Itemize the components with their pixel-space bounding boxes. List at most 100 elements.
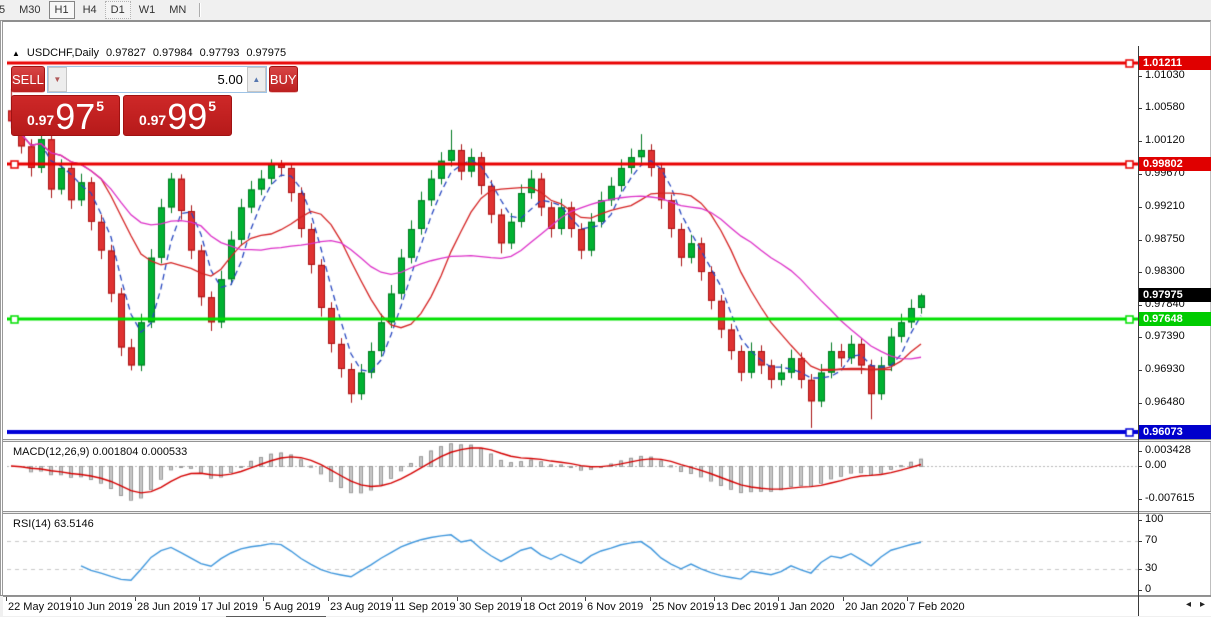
timeframe-button-h1[interactable]: H1 (48, 1, 75, 19)
main-macd-separator[interactable] (3, 439, 1211, 442)
volume-increase-button[interactable]: ▲ (246, 67, 266, 92)
timeframe-button-w1[interactable]: W1 (138, 4, 156, 16)
price-tag-1.01211: 1.01211 (1139, 56, 1211, 70)
price-tag-0.97975: 0.97975 (1139, 288, 1211, 302)
date-axis-label: 7 Feb 2020 (909, 601, 965, 613)
price-axis-tick-label: 0.99210 (1145, 200, 1185, 212)
date-axis-label: 30 Sep 2019 (459, 601, 522, 613)
date-axis-label: 5 Aug 2019 (265, 601, 321, 613)
price-axis-tick-label: 0.98750 (1145, 233, 1185, 245)
tab-scroll-left-icon[interactable]: ◂ (1185, 599, 1191, 610)
rsi-tick (1138, 590, 1142, 591)
date-axis-label: 17 Jul 2019 (201, 601, 258, 613)
sell-price-big: 97 (55, 96, 96, 137)
collapse-triangle-icon[interactable]: ▲ (12, 48, 20, 58)
one-click-trade-panel: SELL ▼ ▲ BUY 0.97 97 5 0.97 99 5 (11, 66, 298, 136)
price-axis-line (1138, 46, 1139, 616)
macd-tick (1138, 451, 1142, 452)
volume-input[interactable] (66, 67, 247, 92)
date-axis-label: 1 Jan 2020 (780, 601, 835, 613)
macd-label: MACD(12,26,9) 0.001804 0.000533 (13, 446, 188, 458)
price-tick (1138, 76, 1142, 77)
rsi-axis-tick-label: 70 (1145, 534, 1158, 546)
price-tick (1138, 240, 1142, 241)
sell-price-box[interactable]: 0.97 97 5 (11, 95, 120, 136)
date-axis-tick (263, 597, 264, 601)
rsi-tick (1138, 520, 1142, 521)
ohlc-low: 0.97793 (199, 47, 240, 59)
price-tick (1138, 174, 1142, 175)
ohlc-open: 0.97827 (106, 47, 146, 59)
date-axis-label: 25 Nov 2019 (652, 601, 715, 613)
date-axis-tick (392, 597, 393, 601)
rsi-axis-tick-label: 30 (1145, 562, 1158, 574)
price-axis-tick-label: 0.98300 (1145, 265, 1185, 277)
date-axis-label: 11 Sep 2019 (394, 601, 456, 613)
date-axis-tick (714, 597, 715, 601)
macd-tick (1138, 499, 1142, 500)
date-axis-tick (650, 597, 651, 601)
date-axis-label: 20 Jan 2020 (845, 601, 906, 613)
sell-price-sup: 5 (96, 98, 105, 114)
timeframe-button-h4[interactable]: H4 (82, 4, 97, 16)
date-axis-tick (135, 597, 136, 601)
date-axis-tick (843, 597, 844, 601)
buy-price-box[interactable]: 0.97 99 5 (123, 95, 232, 136)
chart-symbol-label: USDCHF,Daily (26, 47, 100, 59)
macd-axis-tick-label: 0.00 (1145, 459, 1167, 471)
buy-price-prefix: 0.97 (138, 112, 167, 128)
date-axis: 22 May 2019 10 Jun 2019 28 Jun 2019 17 Jul … (3, 596, 1211, 616)
rsi-axis-tick-label: 100 (1145, 513, 1164, 525)
ohlc-high: 0.97984 (152, 47, 193, 59)
sell-price-prefix: 0.97 (26, 112, 55, 128)
tab-scroll-buttons: ◂ ▸ (1186, 599, 1205, 610)
price-axis-tick-label: 1.01030 (1145, 69, 1185, 81)
price-axis-tick-label: 1.00120 (1145, 134, 1185, 146)
macd-indicator-canvas[interactable] (7, 442, 1138, 512)
buy-button[interactable]: BUY (268, 66, 298, 93)
chart-window: ▲ USDCHF,Daily 0.97827 0.97984 0.97793 0… (0, 20, 1211, 616)
date-axis-label: 23 Aug 2019 (330, 601, 392, 613)
rsi-indicator-canvas[interactable] (7, 514, 1138, 594)
price-axis-tick-label: 0.97390 (1145, 330, 1185, 342)
macd-tick (1138, 466, 1142, 467)
volume-spinner: ▼ ▲ (46, 66, 267, 93)
timeframe-button-5[interactable]: 5 (0, 4, 6, 16)
timeframe-button-m30[interactable]: M30 (19, 4, 41, 16)
date-axis-label: 22 May 2019 (8, 601, 72, 613)
macd-rsi-separator[interactable] (3, 511, 1211, 514)
price-tag-0.97648: 0.97648 (1139, 312, 1211, 326)
date-axis-tick (521, 597, 522, 601)
buy-price-big: 99 (167, 96, 208, 137)
date-axis-label: 18 Oct 2019 (523, 601, 583, 613)
price-tick (1138, 337, 1142, 338)
price-axis-tick-label: 0.96930 (1145, 363, 1185, 375)
rsi-tick (1138, 569, 1142, 570)
date-axis-tick (907, 597, 908, 601)
date-axis-tick (70, 597, 71, 601)
price-tag-0.96073: 0.96073 (1139, 425, 1211, 439)
date-axis-label: 6 Nov 2019 (587, 601, 644, 613)
rsi-tick (1138, 541, 1142, 542)
tab-scroll-right-icon[interactable]: ▸ (1199, 599, 1205, 610)
rsi-label: RSI(14) 63.5146 (13, 518, 94, 530)
rsi-axis-tick-label: 0 (1145, 583, 1152, 595)
timeframe-button-d1[interactable]: D1 (104, 1, 131, 19)
date-axis-label: 28 Jun 2019 (137, 601, 198, 613)
price-tick (1138, 207, 1142, 208)
date-axis-label: 13 Dec 2019 (716, 601, 779, 613)
buy-price-sup: 5 (208, 98, 217, 114)
price-tick (1138, 403, 1142, 404)
timeframe-toolbar: 5 M30 H1 H4 D1 W1 MN (0, 0, 1211, 20)
timeframe-button-mn[interactable]: MN (169, 4, 187, 16)
price-tick (1138, 141, 1142, 142)
price-axis-tick-label: 0.96480 (1145, 396, 1185, 408)
date-axis-tick (585, 597, 586, 601)
date-axis-tick (6, 597, 7, 601)
macd-axis-tick-label: -0.007615 (1145, 492, 1195, 504)
volume-decrease-button[interactable]: ▼ (47, 67, 67, 92)
price-tick (1138, 108, 1142, 109)
price-tick (1138, 272, 1142, 273)
date-axis-label: 10 Jun 2019 (72, 601, 133, 613)
sell-button[interactable]: SELL (11, 66, 45, 93)
